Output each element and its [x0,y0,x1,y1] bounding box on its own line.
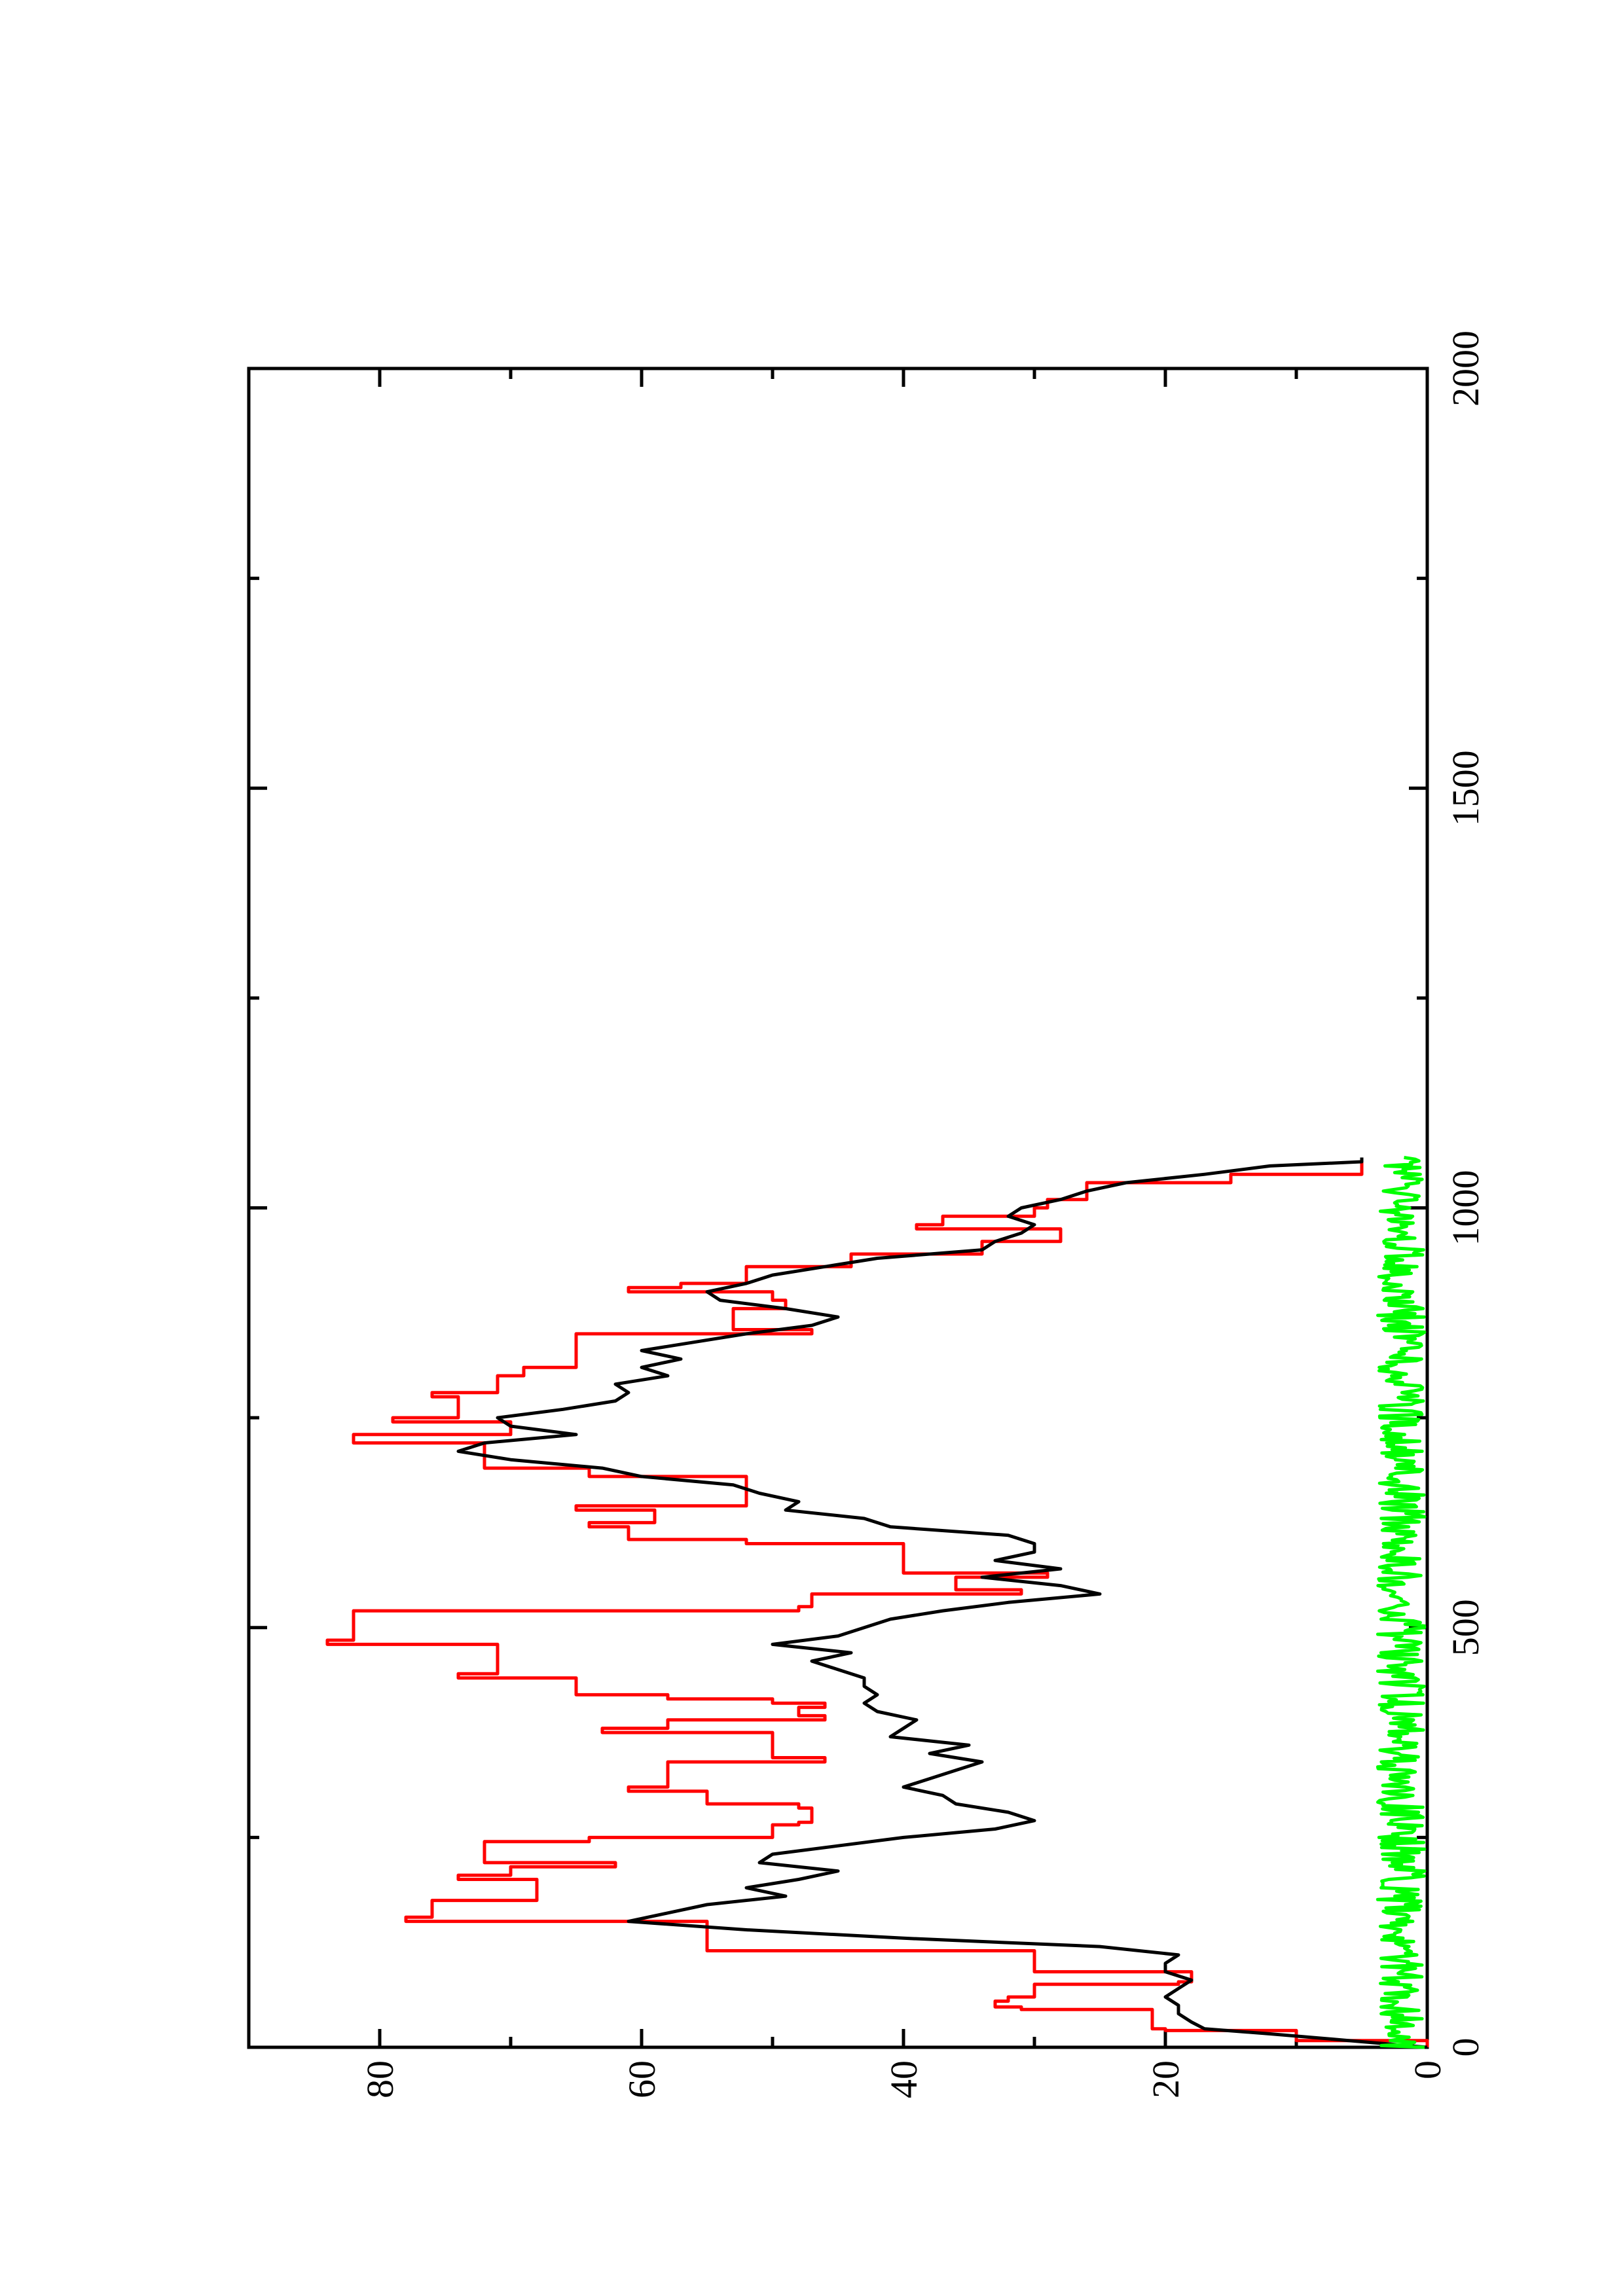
y-tick-label: 20 [1144,2060,1187,2098]
y-tick-label: 40 [883,2060,925,2098]
y-tick-label: 0 [1406,2060,1449,2079]
series-line-2 [1376,1156,1427,2049]
tick-group [249,367,1429,2049]
y-tick-label: 80 [359,2060,401,2098]
series-group [325,1156,1429,2049]
x-tick-label: 0 [1444,2038,1487,2057]
x-tick-label: 500 [1444,1599,1487,1656]
plot-frame [247,367,1429,2049]
x-tick-label: 2000 [1444,331,1487,406]
series-line-0 [325,1157,1429,2047]
rotated-plot-group: 0 500 1000 1500 2000 0 20 40 60 80 [247,331,1487,2098]
x-tick-label: 1000 [1444,1170,1487,1246]
y-tick-label: 60 [621,2060,663,2098]
tick-label-group: 0 500 1000 1500 2000 0 20 40 60 80 [359,331,1487,2098]
x-tick-label: 1500 [1444,750,1487,826]
series-line-1 [456,1157,1428,2049]
